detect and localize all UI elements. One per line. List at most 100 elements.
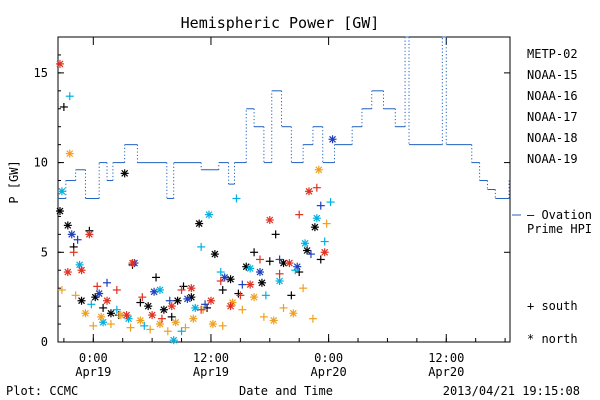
point-noaa-15-south (316, 201, 325, 210)
point-noaa-16-north (191, 303, 200, 312)
satellite-points (55, 59, 337, 345)
y-tick-label: 15 (34, 66, 48, 80)
point-noaa-19-south (157, 314, 166, 323)
ovation-prime-hpi-series (58, 36, 510, 199)
point-noaa-19-north (55, 59, 64, 68)
point-noaa-18-south (126, 323, 135, 332)
point-noaa-19-south (216, 277, 225, 285)
point-noaa-18-south (218, 321, 227, 330)
legend-entry-noaa-18: NOAA-18 (527, 131, 578, 145)
point-noaa-15-south (238, 280, 247, 289)
point-noaa-19-south (177, 285, 186, 294)
plot-timestamp: 2013/04/21 19:15:08 (443, 384, 580, 398)
point-noaa-16-south (261, 291, 270, 300)
point-noaa-18-south (106, 320, 115, 329)
point-noaa-16-north (246, 264, 255, 273)
point-noaa-19-south (295, 210, 304, 219)
point-noaa-18-south (279, 303, 288, 312)
point-noaa-18-north (269, 316, 278, 325)
point-noaa-19-north (320, 248, 329, 257)
x-tick-label-time: 0:00 (79, 351, 108, 365)
point-noaa-18-south (89, 321, 98, 330)
point-noaa-19-south (197, 305, 206, 314)
x-axis-label: Date and Time (239, 384, 333, 398)
point-noaa-18-north (189, 314, 198, 323)
point-noaa-15-north (95, 289, 104, 298)
chart-title: Hemispheric Power [GW] (181, 14, 380, 32)
point-noaa-19-south (112, 285, 121, 294)
point-noaa-18-south (71, 291, 80, 300)
point-noaa-16-south (232, 194, 241, 203)
point-metp-02-south (179, 282, 188, 291)
point-noaa-19-north (85, 230, 94, 239)
point-noaa-15-south (201, 300, 210, 309)
x-tick-label-time: 0:00 (314, 351, 343, 365)
point-noaa-16-north (301, 239, 310, 248)
point-noaa-16-north (204, 210, 213, 219)
point-noaa-19-south (312, 183, 321, 192)
point-metp-02-north (210, 250, 219, 259)
y-axis-ticks: 0 5 10 15 (34, 36, 510, 349)
point-metp-02-south (316, 255, 325, 264)
legend-entry-south: + south (527, 299, 578, 313)
point-noaa-15-north (328, 135, 337, 144)
point-noaa-18-north (208, 320, 217, 329)
point-metp-02-south (99, 303, 108, 312)
point-noaa-18-north (65, 149, 74, 158)
point-noaa-16-south (65, 92, 74, 101)
point-noaa-18-north (97, 312, 106, 321)
point-metp-02-north (303, 246, 312, 255)
point-noaa-18-north (289, 309, 298, 318)
point-noaa-16-north (169, 336, 178, 345)
point-noaa-18-south (308, 314, 317, 323)
point-metp-02-north (120, 169, 129, 178)
point-noaa-19-south (93, 282, 102, 291)
point-noaa-16-south (291, 266, 300, 275)
legend-entry-prime-hpi: Prime HPI (527, 222, 592, 236)
point-metp-02-south (136, 298, 145, 307)
legend-entry-north: * north (527, 332, 578, 346)
point-noaa-18-north (171, 318, 180, 327)
point-metp-02-north (310, 223, 319, 232)
point-metp-02-south (250, 248, 259, 257)
point-noaa-19-north (128, 259, 137, 268)
point-metp-02-south (234, 289, 243, 298)
point-metp-02-south (167, 312, 176, 321)
point-metp-02-north (195, 219, 204, 228)
point-noaa-18-south (322, 219, 331, 228)
plot-frame (57, 36, 511, 343)
point-noaa-19-north (305, 187, 314, 196)
x-tick-label-date: Apr20 (311, 365, 347, 379)
point-noaa-19-south (236, 291, 245, 300)
point-metp-02-south (287, 291, 296, 300)
point-noaa-18-south (163, 327, 172, 336)
point-noaa-19-north (63, 268, 72, 277)
y-axis-label: P [GW] (7, 160, 21, 203)
point-noaa-15-south (103, 278, 112, 287)
y-tick-label: 5 (41, 245, 48, 259)
point-noaa-18-north (250, 293, 259, 302)
x-tick-label-date: Apr19 (75, 365, 111, 379)
point-noaa-16-south (112, 305, 121, 314)
y-tick-label: 0 (41, 335, 48, 349)
point-noaa-16-south (216, 268, 225, 277)
point-noaa-16-south (326, 198, 335, 207)
point-noaa-18-north (81, 309, 90, 318)
legend-entry-noaa-15: NOAA-15 (527, 68, 578, 82)
point-noaa-19-south (255, 255, 264, 264)
point-metp-02-south (218, 285, 227, 294)
point-noaa-15-north (293, 262, 302, 271)
point-noaa-19-north (122, 311, 131, 320)
point-noaa-16-north (275, 277, 284, 285)
x-tick-label-date: Apr20 (428, 365, 464, 379)
legend-entry-ovation: — Ovation (527, 208, 592, 222)
point-noaa-16-south (320, 237, 329, 246)
point-metp-02-south (265, 257, 274, 266)
point-metp-02-south (152, 273, 161, 282)
point-metp-02-south (59, 102, 68, 111)
point-metp-02-north (159, 305, 168, 314)
point-noaa-19-north (77, 266, 86, 275)
point-metp-02-north (226, 275, 235, 284)
